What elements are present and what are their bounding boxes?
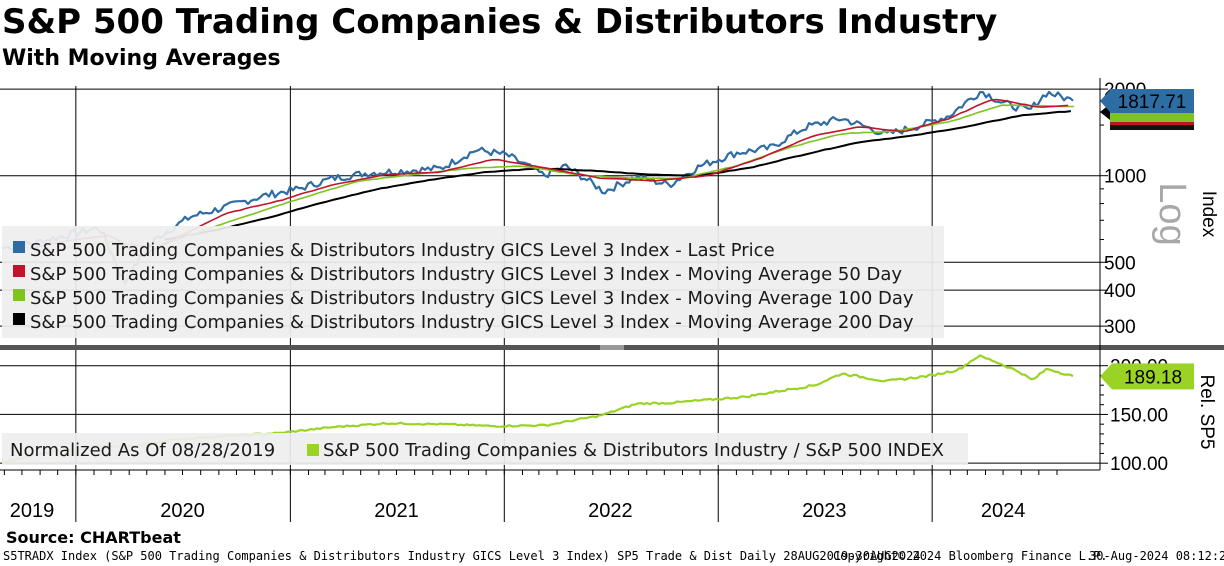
legend-swatch-relative [307,444,319,456]
x-year-label: 2021 [374,500,419,522]
lower-legend: Normalized As Of 08/28/2019 S&P 500 Tradi… [2,433,968,465]
legend-swatch-ma50 [13,265,25,277]
x-year-label: 2023 [802,500,847,522]
legend-entry: S&P 500 Trading Companies & Distributors… [323,440,944,461]
log-scale-label: Log [1151,182,1193,245]
lower-tick-label: 100.00 [1110,454,1168,475]
upper-legend: S&P 500 Trading Companies & Distributors… [2,226,944,338]
upper-y-axis-label: Index [1198,191,1219,238]
footer-copyright: Copyright© 2024 Bloomberg Finance L.P. [833,549,1108,563]
legend-swatch-last-price [13,241,25,253]
upper-tick-label: 500 [1104,253,1136,274]
x-year-label: 2022 [588,500,633,522]
relative-tag-arrow [1100,363,1112,390]
footer-timestamp: 30-Aug-2024 08:12:23 [1089,549,1224,563]
x-year-label: 2020 [160,500,205,522]
upper-tick-label: 400 [1104,281,1136,302]
lower-legend-box [2,433,968,465]
last-price-tag-arrow [1100,90,1110,113]
series-line-ma200 [164,110,1072,241]
lower-y-axis-label: Rel. SP5 [1196,375,1217,450]
legend-entry: S&P 500 Trading Companies & Distributors… [30,240,775,261]
legend-entry: S&P 500 Trading Companies & Distributors… [30,288,914,309]
chart-svg: 30040050010002000IndexLogS&P 500 Trading… [0,78,1224,522]
legend-swatch-ma200 [13,313,25,325]
upper-legend-box [2,226,944,338]
footer-description: S5TRADX Index (S&P 500 Trading Companies… [3,549,921,563]
relative-value: 189.18 [1124,367,1182,388]
relative-tag [1112,363,1194,390]
legend-entry: S&P 500 Trading Companies & Distributors… [30,312,914,333]
legend-normalized-note: Normalized As Of 08/28/2019 [10,440,275,461]
upper-tick-label: 1000 [1104,167,1146,188]
chart-subtitle: With Moving Averages [2,46,281,71]
legend-entry: S&P 500 Trading Companies & Distributors… [30,264,902,285]
source-label: Source: CHARTbeat [6,528,181,547]
x-year-label: 2024 [981,500,1026,522]
chart-title: S&P 500 Trading Companies & Distributors… [2,2,998,42]
last-price-tag [1110,89,1194,114]
lower-tick-label: 150.00 [1110,405,1168,426]
legend-swatch-ma100 [13,289,25,301]
panel-separator-grip [600,345,624,350]
series-line-ma100 [65,104,1074,249]
series-line-ma50 [29,98,1069,257]
last-price-value: 1817.71 [1118,92,1187,113]
upper-tick-label: 300 [1104,317,1136,338]
x-year-label: 2019 [10,500,55,522]
